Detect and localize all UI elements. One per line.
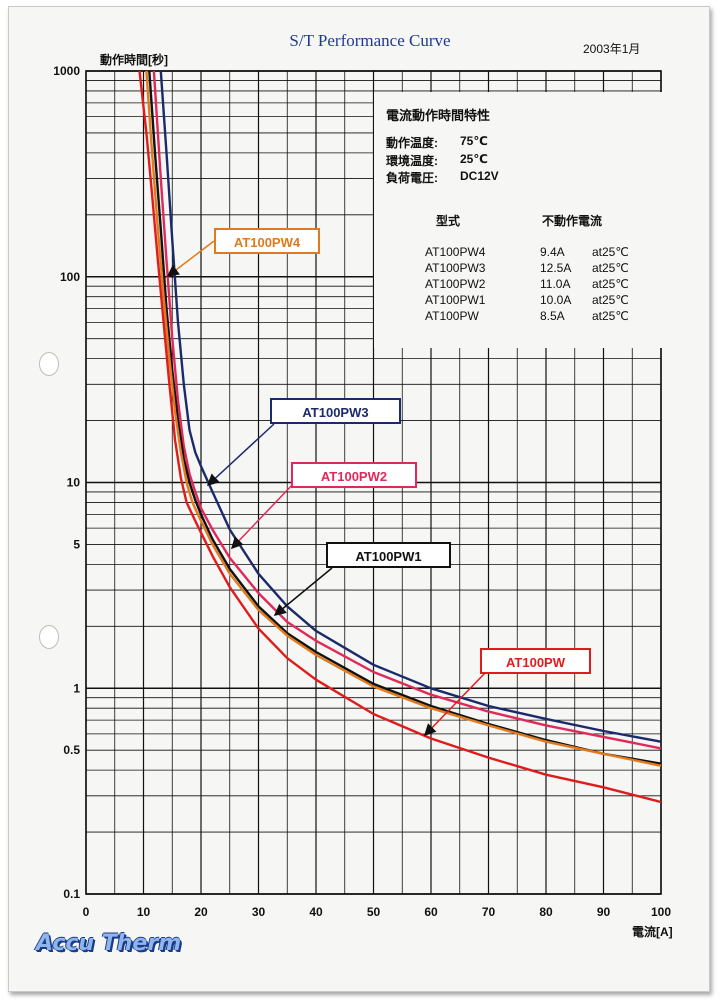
row-temp: at25℃ bbox=[592, 293, 629, 307]
condition-load-voltage: 負荷電圧: DC12V bbox=[386, 169, 499, 186]
y-tick-label: 100 bbox=[60, 270, 80, 284]
punch-hole bbox=[39, 352, 59, 376]
info-box: 電流動作時間特性 動作温度: 75℃ 環境温度: 25℃ 負荷電圧: DC12V… bbox=[374, 92, 666, 348]
leader-at100pw3 bbox=[206, 423, 275, 487]
condition-value: DC12V bbox=[460, 169, 499, 183]
row-current: 11.0A bbox=[540, 277, 571, 291]
x-tick-label: 10 bbox=[137, 905, 151, 919]
callout-leaders bbox=[166, 240, 487, 737]
row-temp: at25℃ bbox=[592, 261, 629, 275]
condition-value: 75℃ bbox=[460, 134, 488, 148]
plot-border bbox=[85, 70, 662, 895]
row-model: AT100PW4 bbox=[425, 245, 486, 259]
leader-at100pw bbox=[423, 671, 487, 737]
curves bbox=[138, 70, 662, 804]
x-tick-label: 80 bbox=[539, 905, 553, 919]
chart-title: S/T Performance Curve bbox=[289, 31, 451, 50]
legend-callout-at100pw4: AT100PW4 bbox=[214, 228, 320, 254]
legend-callout-at100pw1: AT100PW1 bbox=[326, 542, 451, 568]
row-model: AT100PW3 bbox=[425, 261, 486, 275]
x-tick-label: 100 bbox=[651, 905, 671, 919]
row-temp: at25℃ bbox=[592, 309, 629, 323]
x-tick-label: 60 bbox=[424, 905, 438, 919]
table-header-model: 型式 bbox=[436, 214, 461, 228]
y-tick-label: 10 bbox=[67, 476, 81, 490]
tick-labels: 0 10 20 30 40 50 60 70 80 90 100 1000 100 10 5 1 0.5 0.1 bbox=[53, 64, 671, 919]
y-tick-label: 5 bbox=[73, 537, 80, 551]
x-tick-label: 50 bbox=[367, 905, 381, 919]
date-label: 2003年1月 bbox=[583, 42, 641, 56]
row-model: AT100PW bbox=[425, 309, 479, 323]
row-model: AT100PW2 bbox=[425, 277, 486, 291]
y-tick-label: 0.1 bbox=[63, 887, 80, 901]
info-heading: 電流動作時間特性 bbox=[386, 108, 491, 123]
legend-callout-at100pw: AT100PW bbox=[480, 648, 591, 674]
row-temp: at25℃ bbox=[592, 277, 629, 291]
condition-label: 負荷電圧: bbox=[386, 171, 438, 185]
punch-hole bbox=[39, 625, 59, 649]
x-tick-label: 30 bbox=[252, 905, 266, 919]
condition-operating-temp: 動作温度: 75℃ bbox=[386, 134, 488, 151]
y-tick-label: 0.5 bbox=[63, 743, 80, 757]
row-current: 12.5A bbox=[540, 261, 572, 275]
x-axis-label: 電流[A] bbox=[632, 924, 673, 939]
legend-callout-at100pw2: AT100PW2 bbox=[291, 462, 417, 488]
series-line-at100pw3 bbox=[159, 70, 662, 743]
series-line-at100pw1 bbox=[148, 70, 662, 765]
series-line-at100pw2 bbox=[152, 70, 662, 750]
x-tick-label: 70 bbox=[482, 905, 496, 919]
condition-value: 25℃ bbox=[460, 152, 488, 166]
row-current: 10.0A bbox=[540, 293, 572, 307]
leader-at100pw2 bbox=[230, 481, 296, 550]
x-tick-label: 20 bbox=[194, 905, 208, 919]
y-tick-label: 1000 bbox=[53, 64, 80, 78]
y-axis-label: 動作時間[秒] bbox=[100, 52, 168, 67]
leader-at100pw4 bbox=[166, 240, 215, 277]
legend-callout-at100pw3: AT100PW3 bbox=[270, 398, 401, 424]
condition-label: 動作温度: bbox=[386, 136, 438, 150]
x-tick-label: 90 bbox=[597, 905, 611, 919]
table-header-current: 不動作電流 bbox=[542, 214, 603, 228]
condition-ambient-temp: 環境温度: 25℃ bbox=[386, 152, 488, 169]
row-model: AT100PW1 bbox=[425, 293, 486, 307]
x-tick-label: 40 bbox=[309, 905, 323, 919]
row-current: 9.4A bbox=[540, 245, 565, 259]
x-tick-label: 0 bbox=[83, 905, 90, 919]
leader-at100pw1 bbox=[273, 567, 333, 616]
y-tick-label: 1 bbox=[73, 681, 80, 695]
series-line-at100pw4 bbox=[145, 70, 662, 767]
row-current: 8.5A bbox=[540, 309, 565, 323]
brand-logo: Accu Therm bbox=[36, 931, 182, 956]
condition-label: 環境温度: bbox=[386, 154, 438, 168]
row-temp: at25℃ bbox=[592, 245, 629, 259]
series-line-at100pw bbox=[138, 70, 662, 804]
